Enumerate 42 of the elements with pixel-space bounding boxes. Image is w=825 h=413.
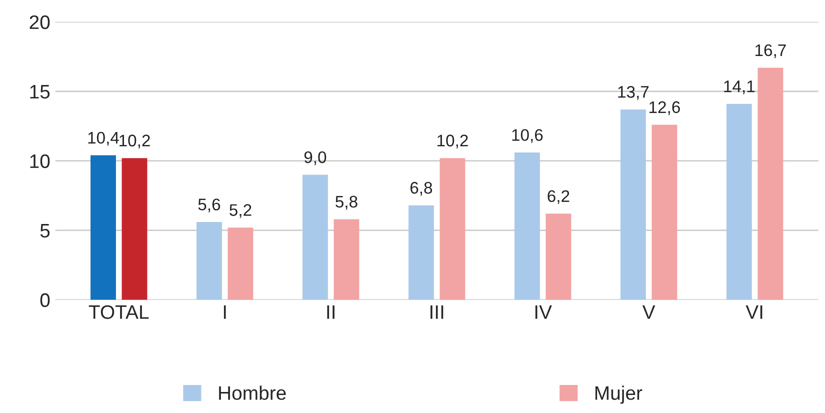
y-tick-label: 5 — [40, 224, 50, 238]
data-label: 9,0 — [304, 151, 326, 166]
data-label: 10,6 — [512, 129, 543, 143]
data-label: 10,4 — [88, 132, 119, 146]
bar — [652, 124, 678, 300]
bar — [440, 158, 466, 300]
y-tick-label: 10 — [30, 154, 50, 168]
data-label: 14,1 — [724, 80, 755, 94]
bar — [726, 104, 752, 300]
bar — [302, 174, 328, 300]
legend-label: Mujer — [595, 386, 642, 404]
y-tick-label: 20 — [30, 15, 50, 30]
data-label: 6,8 — [410, 182, 432, 196]
x-tick-label: TOTAL — [88, 305, 149, 319]
data-label: 5,6 — [198, 198, 220, 212]
data-label: 10,2 — [438, 134, 468, 148]
bar — [122, 158, 148, 300]
data-label: 6,2 — [548, 190, 570, 204]
x-tick-label: V — [642, 305, 656, 319]
data-label: 16,7 — [755, 44, 786, 58]
x-tick-label: VI — [746, 305, 762, 319]
data-label: 12,6 — [650, 101, 680, 116]
data-label: 10,2 — [120, 134, 150, 148]
x-tick-label: IV — [535, 305, 552, 319]
legend-label: Hombre — [219, 386, 286, 400]
bar — [334, 219, 360, 300]
bar — [546, 214, 572, 300]
y-tick-label: 15 — [30, 85, 50, 99]
bar — [228, 228, 254, 300]
x-tick-label: III — [430, 305, 444, 319]
bar — [408, 205, 434, 300]
data-label: 13,7 — [618, 86, 649, 100]
bar — [514, 152, 540, 300]
bar — [758, 68, 784, 300]
y-tick-label: 0 — [40, 293, 50, 308]
bar — [90, 155, 116, 300]
bar — [196, 222, 222, 300]
x-tick-label: I — [224, 305, 226, 319]
x-tick-label: II — [327, 305, 334, 319]
data-label: 5,2 — [230, 204, 252, 218]
data-label: 5,8 — [336, 196, 358, 210]
bar — [620, 109, 646, 300]
